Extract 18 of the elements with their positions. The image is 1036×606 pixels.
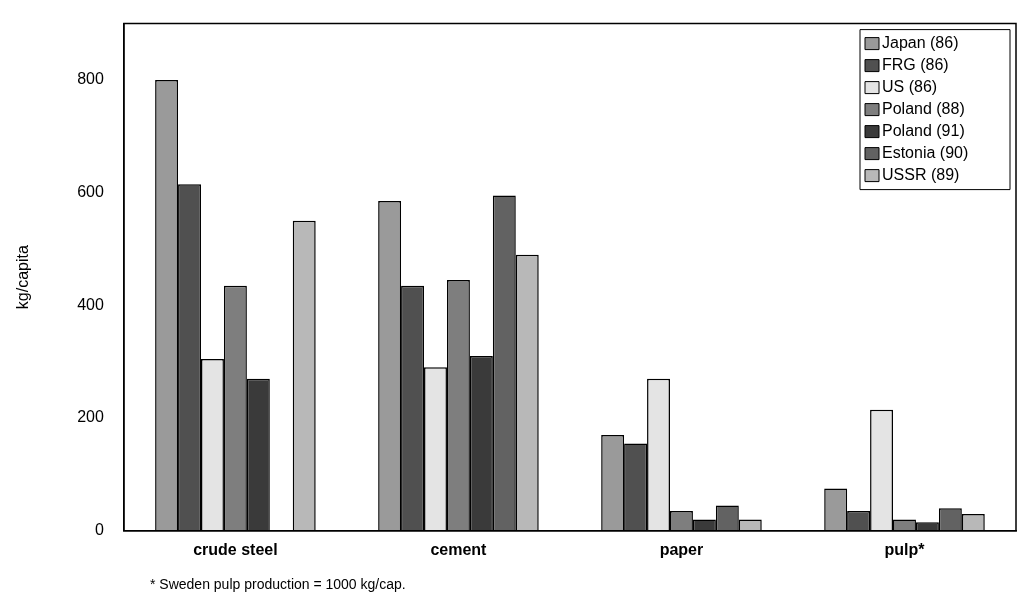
x-tick-label: pulp*: [884, 540, 926, 558]
legend-label: Poland (88): [882, 100, 965, 118]
y-tick-label: 0: [94, 521, 104, 539]
legend-label: Estonia (90): [882, 144, 969, 162]
y-axis-title: kg/capita: [14, 245, 32, 310]
legend-label: Poland (91): [882, 122, 965, 140]
x-tick-label: paper: [659, 540, 704, 558]
y-tick-label: 600: [77, 183, 104, 201]
y-tick-label: 200: [77, 408, 104, 426]
legend-label: FRG (86): [882, 56, 949, 74]
legend-label: USSR (89): [882, 166, 960, 184]
legend-label: US (86): [882, 78, 938, 96]
y-tick-label: 400: [77, 295, 104, 313]
x-tick-label: cement: [430, 540, 488, 558]
text: * Sweden pulp production = 1000 kg/cap.: [150, 576, 406, 592]
y-tick-label: 800: [77, 70, 104, 88]
legend-label: Japan (86): [882, 34, 959, 52]
x-tick-label: crude steel: [193, 540, 278, 558]
